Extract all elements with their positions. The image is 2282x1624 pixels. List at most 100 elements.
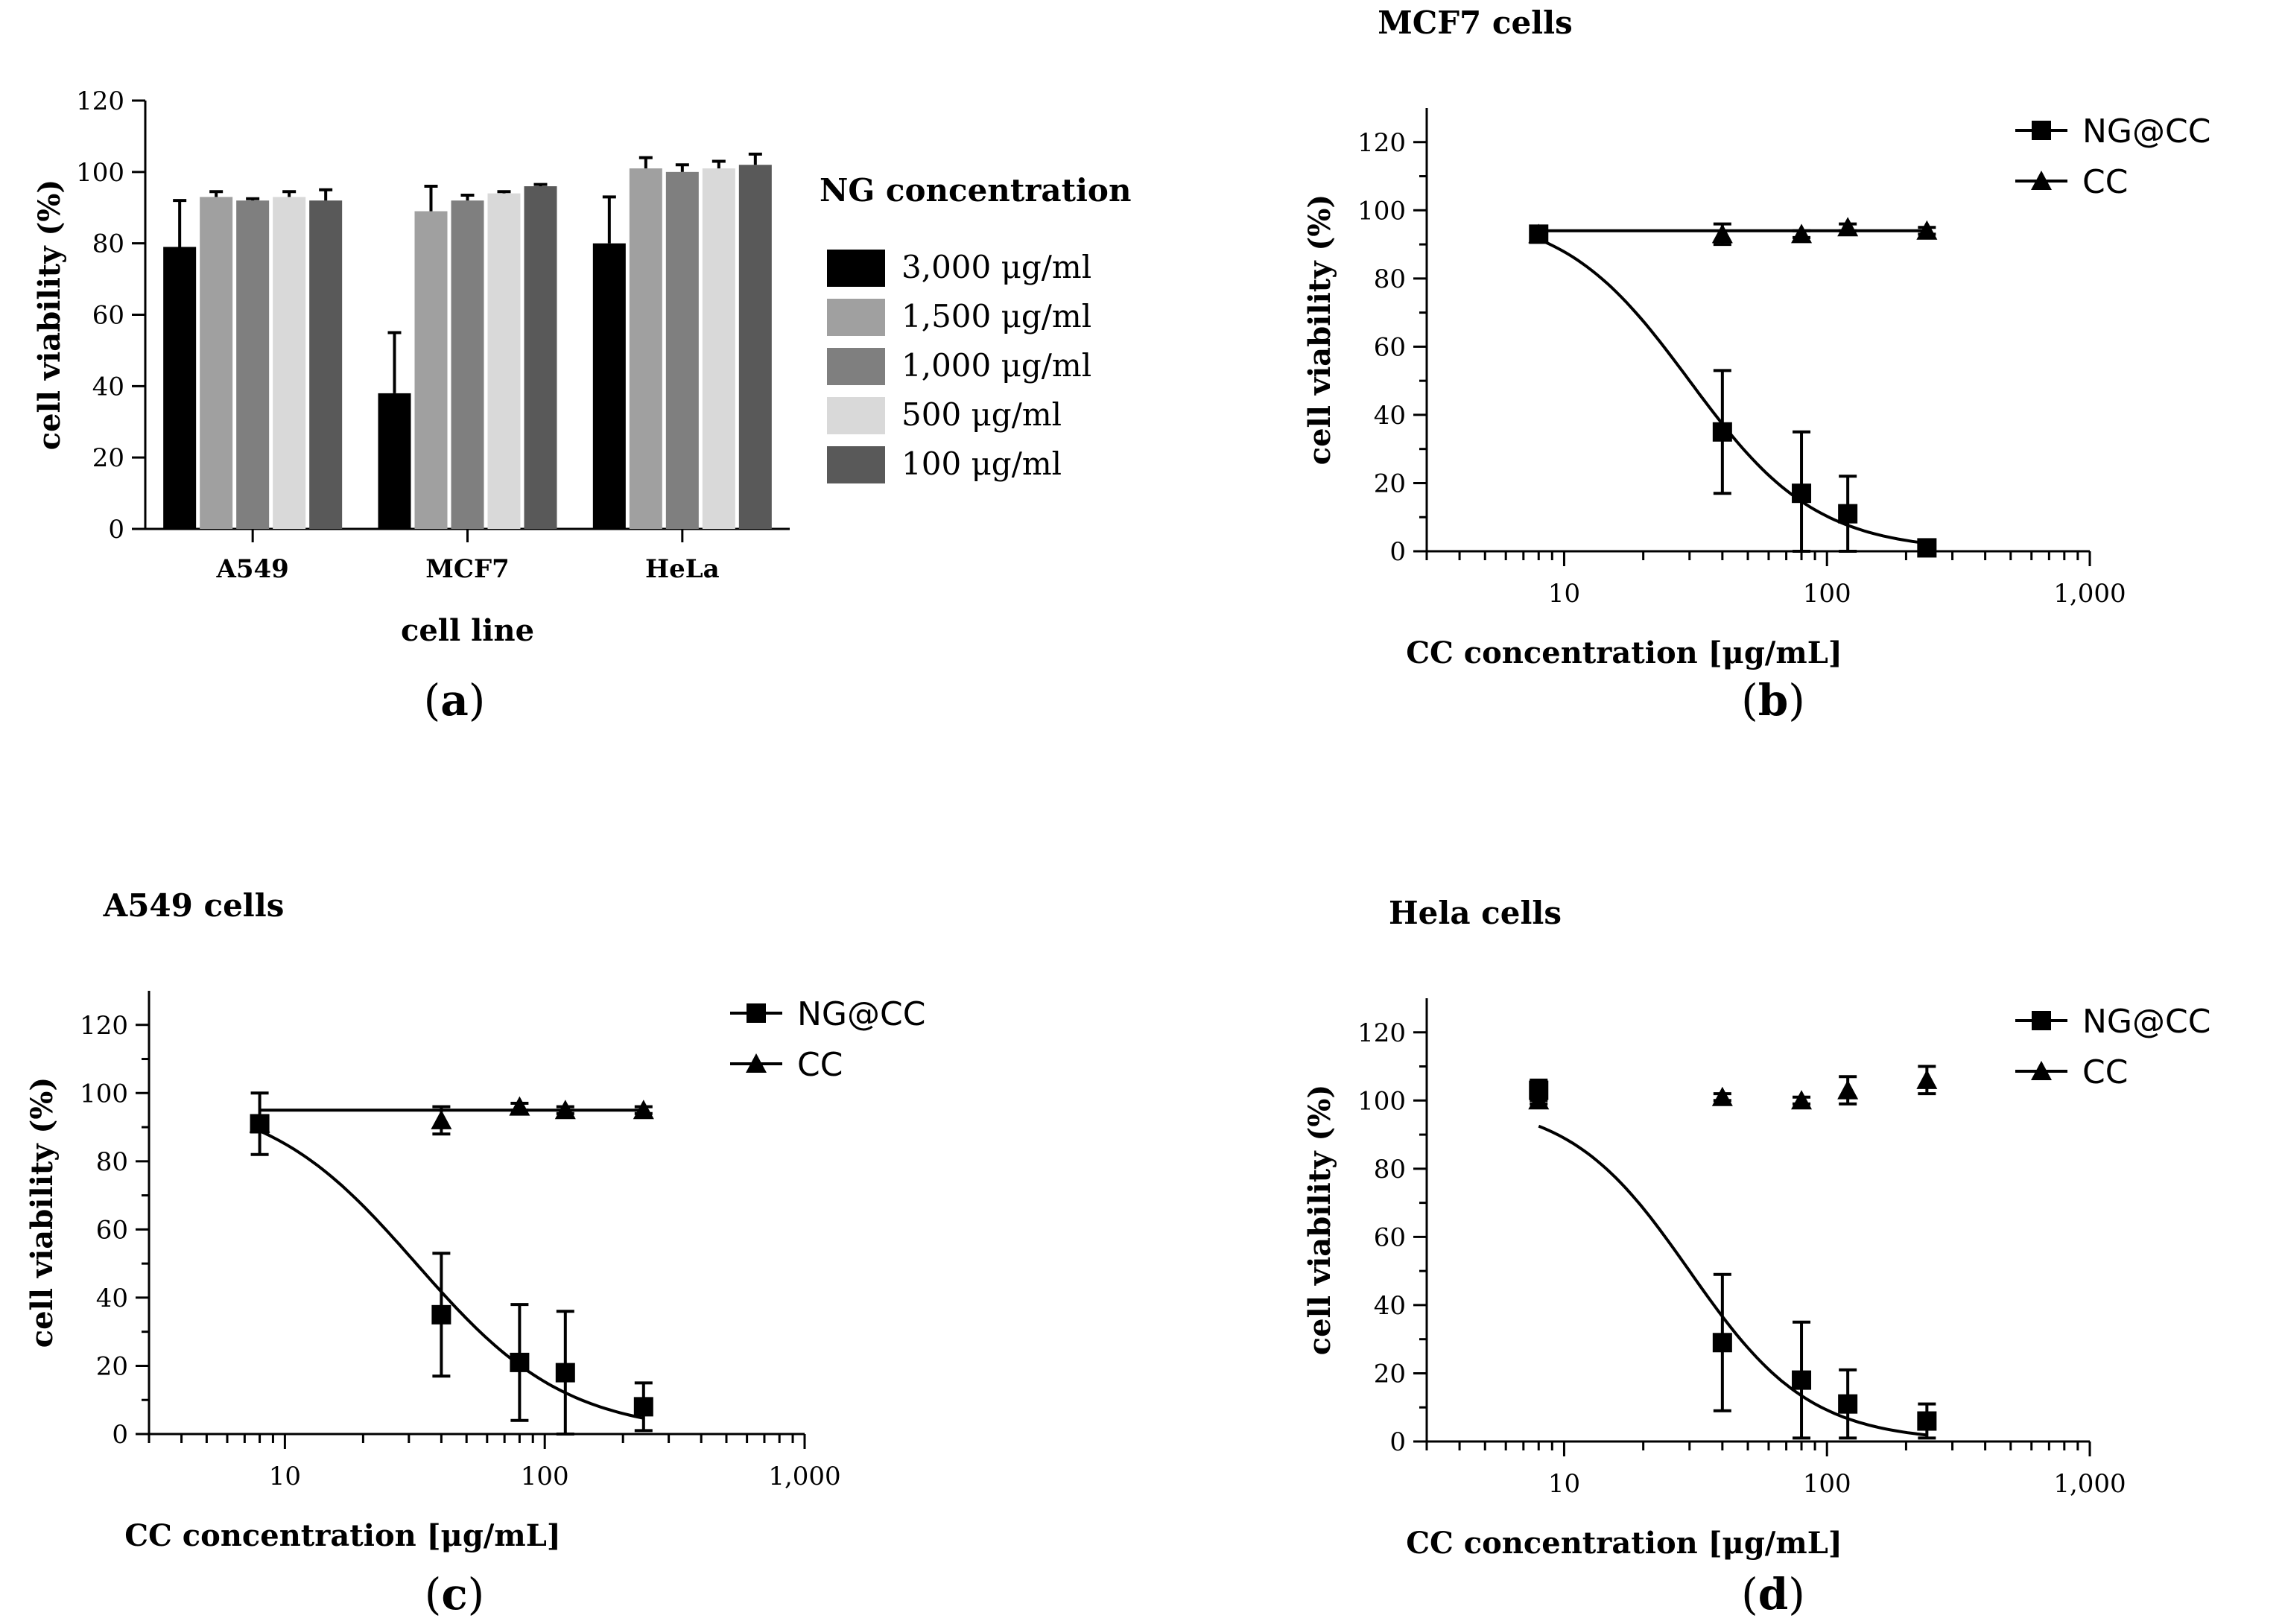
x-tick-label: 100	[1803, 1469, 1851, 1499]
panel-d-hela-chart: Hela cells 0 20 40 60 80 100 120 10 100 1,000 CC co…	[1302, 895, 2210, 1561]
bar	[702, 168, 735, 529]
data-point-cc	[1528, 1090, 1550, 1110]
legend-label: 100 μg/ml	[901, 445, 1062, 482]
x-tick-label: MCF7	[425, 554, 510, 584]
panel-label-letter: a	[440, 675, 469, 726]
legend-label: NG@CC	[797, 995, 925, 1033]
y-tick-label: 120	[1357, 128, 1406, 158]
y-tick-label: 100	[1357, 1086, 1406, 1116]
x-tick-label: 1,000	[2053, 1469, 2126, 1499]
x-tick-label: 1,000	[768, 1462, 840, 1491]
legend-label: 1,500 μg/ml	[901, 298, 1091, 334]
y-axis-title: cell viability (%)	[25, 1077, 60, 1348]
legend-label: NG@CC	[2082, 1003, 2210, 1041]
y-tick-label: 60	[96, 1215, 128, 1245]
fit-curve-ngcc	[1538, 238, 1927, 545]
legend-marker-triangle	[2031, 1061, 2052, 1080]
bar	[309, 200, 343, 529]
bar	[738, 165, 772, 529]
bar	[629, 168, 662, 529]
y-tick-label: 40	[96, 1284, 128, 1313]
legend-label: NG@CC	[2082, 112, 2210, 150]
data-point-ngcc	[1712, 1333, 1732, 1353]
legend-title: NG concentration	[820, 172, 1131, 209]
data-point-cc	[1711, 223, 1733, 244]
data-point-cc	[1837, 1079, 1859, 1100]
x-axis-title: CC concentration [μg/mL]	[1406, 635, 1842, 670]
panel-label: (b)	[1741, 675, 1805, 726]
panel-c-a549-chart: A549 cells 0 20 40 60 80 100 120 10 100 1,000 CC co…	[25, 887, 925, 1553]
data-point-cc	[1528, 223, 1550, 244]
legend-label: CC	[2082, 1053, 2128, 1091]
bar	[163, 247, 197, 529]
y-tick-label: 0	[108, 515, 124, 545]
data-point-cc	[431, 1109, 452, 1129]
legend-label: 1,000 μg/ml	[901, 347, 1091, 384]
y-tick-label: 20	[1374, 1359, 1406, 1389]
panel-a-bar-chart: 0 20 40 60 80 100 120 A549 MCF7 HeLa cell line cell…	[32, 86, 1131, 648]
data-point-cc	[1837, 217, 1859, 237]
panel-label-letter: b	[1758, 675, 1789, 726]
y-tick-label: 80	[1374, 1155, 1406, 1184]
y-tick-label: 20	[92, 443, 124, 473]
y-tick-label: 80	[92, 229, 124, 259]
y-tick-label: 80	[1374, 264, 1406, 294]
data-point-ngcc	[1838, 504, 1858, 524]
legend-label: 500 μg/ml	[901, 396, 1062, 433]
data-point-cc	[1916, 220, 1938, 240]
data-point-cc	[1916, 1069, 1938, 1089]
data-point-cc	[249, 1113, 270, 1133]
y-tick-label: 0	[1389, 537, 1406, 567]
panel-labels: (a) (b) (c) (d)	[424, 675, 1805, 1620]
legend-swatch	[827, 446, 885, 483]
y-tick-label: 100	[1357, 196, 1406, 226]
data-point-ngcc	[555, 1363, 575, 1383]
legend-marker-triangle	[2031, 171, 2052, 190]
bar	[236, 200, 270, 529]
data-point-cc	[509, 1096, 530, 1116]
y-tick-label: 20	[1374, 469, 1406, 498]
legend-label: CC	[2082, 163, 2128, 201]
legend-marker-triangle	[746, 1053, 767, 1073]
y-tick-label: 40	[92, 372, 124, 402]
y-tick-label: 40	[1374, 401, 1406, 431]
legend-swatch	[827, 348, 885, 385]
data-point-ngcc	[510, 1352, 530, 1372]
bar	[414, 211, 448, 529]
chart-title: Hela cells	[1389, 895, 1562, 931]
data-point-cc	[1791, 223, 1813, 244]
data-point-cc	[1791, 1090, 1813, 1110]
legend-label: 3,000 μg/ml	[901, 249, 1091, 285]
fit-curve-ngcc	[259, 1129, 644, 1420]
y-tick-label: 60	[1374, 332, 1406, 362]
y-tick-label: 120	[1357, 1018, 1406, 1048]
data-point-ngcc	[1917, 538, 1937, 558]
y-tick-label: 20	[96, 1351, 128, 1381]
legend-swatch	[827, 299, 885, 336]
y-tick-label: 60	[92, 301, 124, 331]
y-tick-label: 120	[76, 86, 124, 116]
data-point-ngcc	[1838, 1394, 1858, 1414]
x-axis-title: cell line	[401, 613, 534, 648]
legend-label: CC	[797, 1046, 843, 1084]
legend-marker-square	[747, 1003, 766, 1023]
panel-label: (a)	[424, 675, 486, 726]
y-tick-label: 100	[80, 1079, 128, 1108]
panel-label: (d)	[1741, 1569, 1805, 1620]
legend-swatch	[827, 397, 885, 434]
x-axis-title: CC concentration [μg/mL]	[1406, 1526, 1842, 1561]
x-tick-label: 100	[521, 1462, 569, 1491]
y-tick-label: 100	[76, 158, 124, 188]
x-tick-label: 10	[1548, 579, 1580, 609]
chart-title: MCF7 cells	[1378, 4, 1572, 41]
data-point-ngcc	[431, 1304, 451, 1325]
x-axis-title: CC concentration [μg/mL]	[124, 1518, 561, 1553]
bar	[524, 186, 557, 529]
bar	[487, 193, 521, 529]
data-point-ngcc	[633, 1397, 653, 1417]
x-tick-label: HeLa	[645, 554, 720, 584]
y-tick-label: 120	[80, 1011, 128, 1041]
legend-marker-square	[2032, 1011, 2051, 1030]
legend-swatch	[827, 250, 885, 287]
